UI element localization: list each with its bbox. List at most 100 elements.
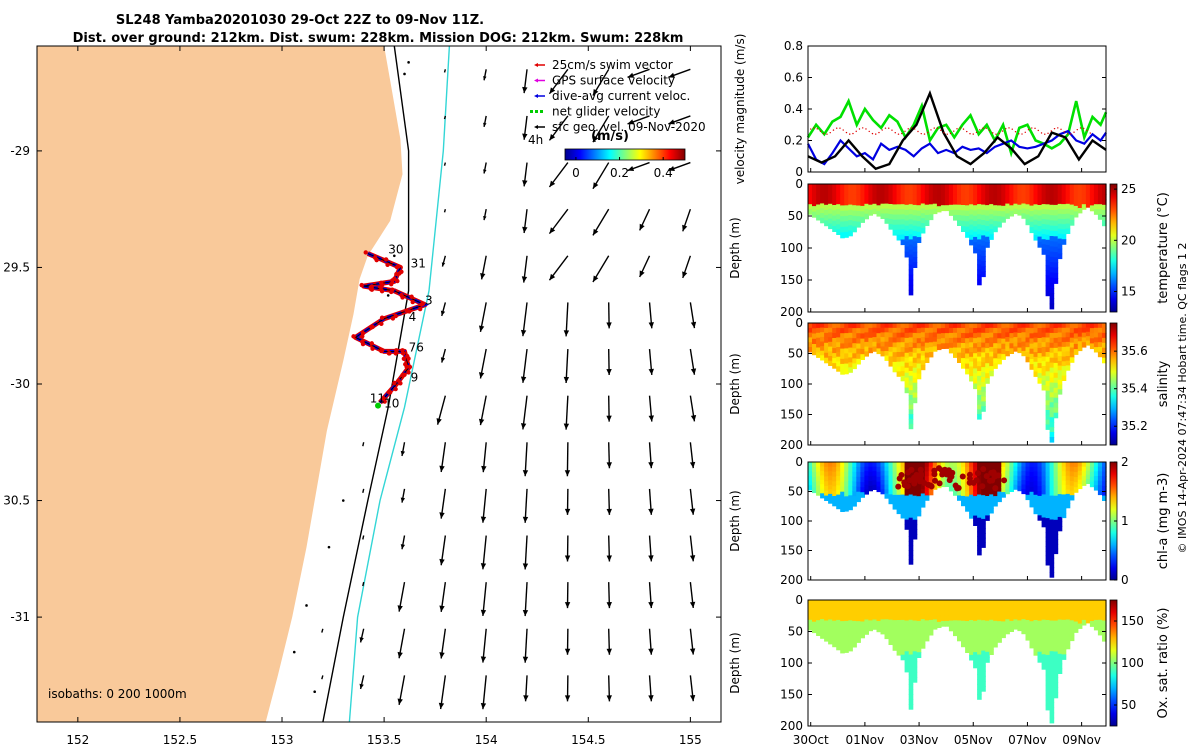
section-cell [961, 496, 966, 501]
section-cell [977, 620, 982, 626]
section-cell [1046, 391, 1051, 396]
section-cell [969, 605, 974, 611]
section-cell [901, 214, 906, 220]
section-cell [989, 605, 994, 611]
section-cell [981, 401, 986, 407]
section-cell [1038, 226, 1043, 232]
section-cell [969, 184, 974, 190]
section-cell [913, 262, 918, 268]
section-cell [808, 337, 813, 342]
section-cell [989, 650, 994, 656]
section-cell [977, 490, 982, 495]
section-cell [969, 615, 974, 621]
section-cell [973, 378, 978, 384]
section-cell [1046, 367, 1051, 372]
section-cell [977, 605, 982, 611]
section-cell [925, 353, 930, 359]
section-cell [909, 265, 914, 271]
section-cell [820, 184, 825, 189]
section-cell [909, 555, 914, 560]
section-cell [836, 204, 841, 210]
section-cell [985, 378, 990, 384]
section-cell [1094, 462, 1099, 467]
section-cell [933, 605, 938, 610]
section-cell [1078, 208, 1083, 213]
section-cell [832, 501, 837, 507]
section-cell [929, 328, 934, 333]
section-cell [836, 645, 841, 651]
section-cell [1058, 194, 1063, 200]
section-cell [957, 200, 962, 206]
section-cell [973, 642, 978, 648]
section-cell [868, 610, 873, 616]
section-cell [1050, 472, 1055, 477]
section-cell [945, 184, 950, 190]
section-cell [941, 333, 946, 339]
section-cell [881, 467, 886, 472]
section-cell [1042, 664, 1047, 670]
swim-dot [380, 316, 384, 320]
section-cell [917, 626, 922, 632]
section-cell [973, 384, 978, 390]
section-cell [965, 184, 970, 190]
section-cell [1066, 624, 1071, 630]
section-cell [1046, 600, 1051, 606]
section-cell [897, 635, 902, 641]
section-cell [893, 189, 898, 195]
section-cell [844, 216, 849, 222]
section-cell [828, 624, 833, 630]
section-cell [1042, 219, 1047, 225]
section-cell [1046, 518, 1051, 523]
section-cell [1030, 462, 1035, 468]
section-cell [981, 635, 986, 641]
colorbar-tick-label: 25 [1121, 182, 1136, 196]
section-cell [1030, 502, 1035, 508]
section-cell [1054, 268, 1059, 274]
section-cell [872, 347, 877, 352]
section-cell [808, 323, 813, 328]
section-cell [997, 200, 1002, 206]
section-cell [872, 184, 877, 190]
section-cell [872, 485, 877, 490]
section-cell [909, 490, 914, 495]
section-cell [1066, 634, 1071, 640]
section-cell [985, 491, 990, 497]
section-cell [897, 194, 902, 200]
section-cell [961, 195, 966, 201]
section-cell [1017, 200, 1022, 206]
section-cell [993, 605, 998, 611]
section-cell [1042, 347, 1047, 352]
section-cell [909, 660, 914, 666]
section-cell [1021, 328, 1026, 333]
section-cell [856, 611, 861, 617]
section-cell [913, 491, 918, 496]
section-cell [832, 216, 837, 222]
section-cell [1062, 357, 1067, 362]
section-ytick-label: 50 [788, 347, 803, 361]
section-cell [969, 338, 974, 343]
section-cell [881, 624, 886, 629]
section-cell [1070, 605, 1075, 611]
section-cell [977, 405, 982, 410]
section-cell [1098, 476, 1103, 481]
section-cell [1050, 600, 1055, 606]
section-cell [889, 625, 894, 631]
section-cell [909, 674, 914, 680]
section-cell [1013, 600, 1018, 605]
section-cell [856, 211, 861, 217]
section-cell [848, 200, 853, 206]
section-cell [949, 626, 954, 632]
section-cell [929, 214, 934, 220]
section-cell [1058, 239, 1063, 245]
section-cell [816, 630, 821, 636]
section-cell [1038, 600, 1043, 606]
section-cell [881, 214, 886, 220]
section-cell [921, 503, 926, 508]
section-cell [816, 199, 821, 205]
section-cell [937, 323, 942, 329]
section-cell [1054, 236, 1059, 242]
section-cell [885, 467, 890, 472]
section-cell [824, 220, 829, 226]
section-cell [877, 626, 882, 632]
section-cell [1050, 505, 1055, 510]
